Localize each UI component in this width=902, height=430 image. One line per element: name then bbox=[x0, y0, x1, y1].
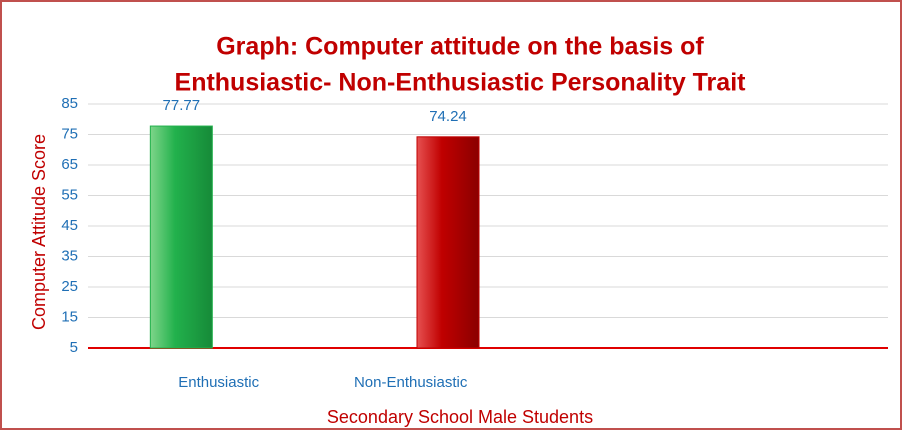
y-tick-label: 5 bbox=[70, 339, 78, 356]
x-tick-label: Enthusiastic bbox=[178, 374, 259, 391]
y-tick-label: 15 bbox=[61, 308, 78, 325]
x-axis-label: Secondary School Male Students bbox=[327, 407, 593, 427]
y-axis-label: Computer Attitude Score bbox=[29, 134, 49, 330]
y-tick-label: 75 bbox=[61, 125, 78, 142]
x-tick-label: Non-Enthusiastic bbox=[354, 374, 468, 391]
value-label: 74.24 bbox=[429, 108, 467, 125]
y-tick-label: 65 bbox=[61, 156, 78, 173]
bar bbox=[416, 136, 480, 349]
y-tick-label: 35 bbox=[61, 247, 78, 264]
bar bbox=[149, 125, 213, 349]
chart-title: Graph: Computer attitude on the basis of bbox=[216, 33, 704, 61]
chart-title: Enthusiastic- Non-Enthusiastic Personali… bbox=[175, 69, 747, 97]
y-tick-label: 25 bbox=[61, 278, 78, 295]
y-tick-label: 45 bbox=[61, 217, 78, 234]
value-label: 77.77 bbox=[163, 97, 201, 114]
y-tick-label: 85 bbox=[61, 95, 78, 112]
y-tick-label: 55 bbox=[61, 186, 78, 203]
